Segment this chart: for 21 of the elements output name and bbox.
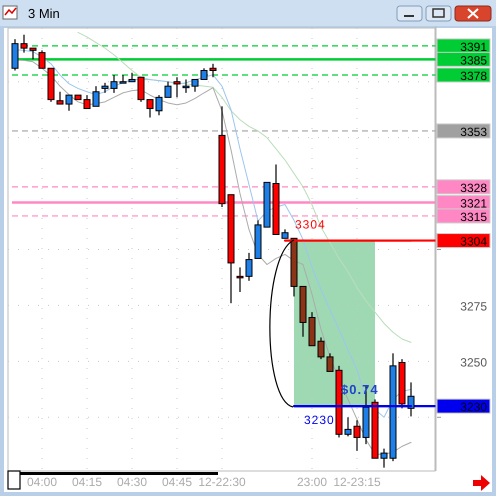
annotation: 3230 (304, 413, 335, 428)
y-tick-label: 3250 (460, 355, 488, 370)
y-tick-label: 3275 (460, 299, 488, 314)
ref-line-label: 3378 (460, 68, 488, 83)
chart-title: 3 Min (28, 6, 60, 21)
ref-line-label: 3391 (460, 40, 488, 54)
x-tick-label: 04:00 (26, 475, 58, 489)
ref-line-label: 3353 (460, 124, 488, 139)
x-tick-label: 04:30 (116, 475, 148, 489)
x-tick-label: 12-22:30 (198, 475, 246, 489)
x-tick-label: 23:00 (296, 475, 328, 489)
ref-line-label: 3304 (460, 234, 488, 249)
x-tick-label: 04:45 (162, 475, 192, 489)
x-tick-label: 04:15 (72, 475, 102, 489)
ref-line-label: 3385 (460, 53, 488, 68)
annotation: 3304 (295, 218, 326, 232)
ref-line-label: 3321 (460, 196, 488, 211)
ref-line-label: 3230 (460, 400, 488, 414)
ref-line-label: 3328 (460, 180, 488, 195)
x-tick-label: 12-23:15 (333, 475, 382, 489)
ref-line-label: 3315 (460, 210, 488, 224)
